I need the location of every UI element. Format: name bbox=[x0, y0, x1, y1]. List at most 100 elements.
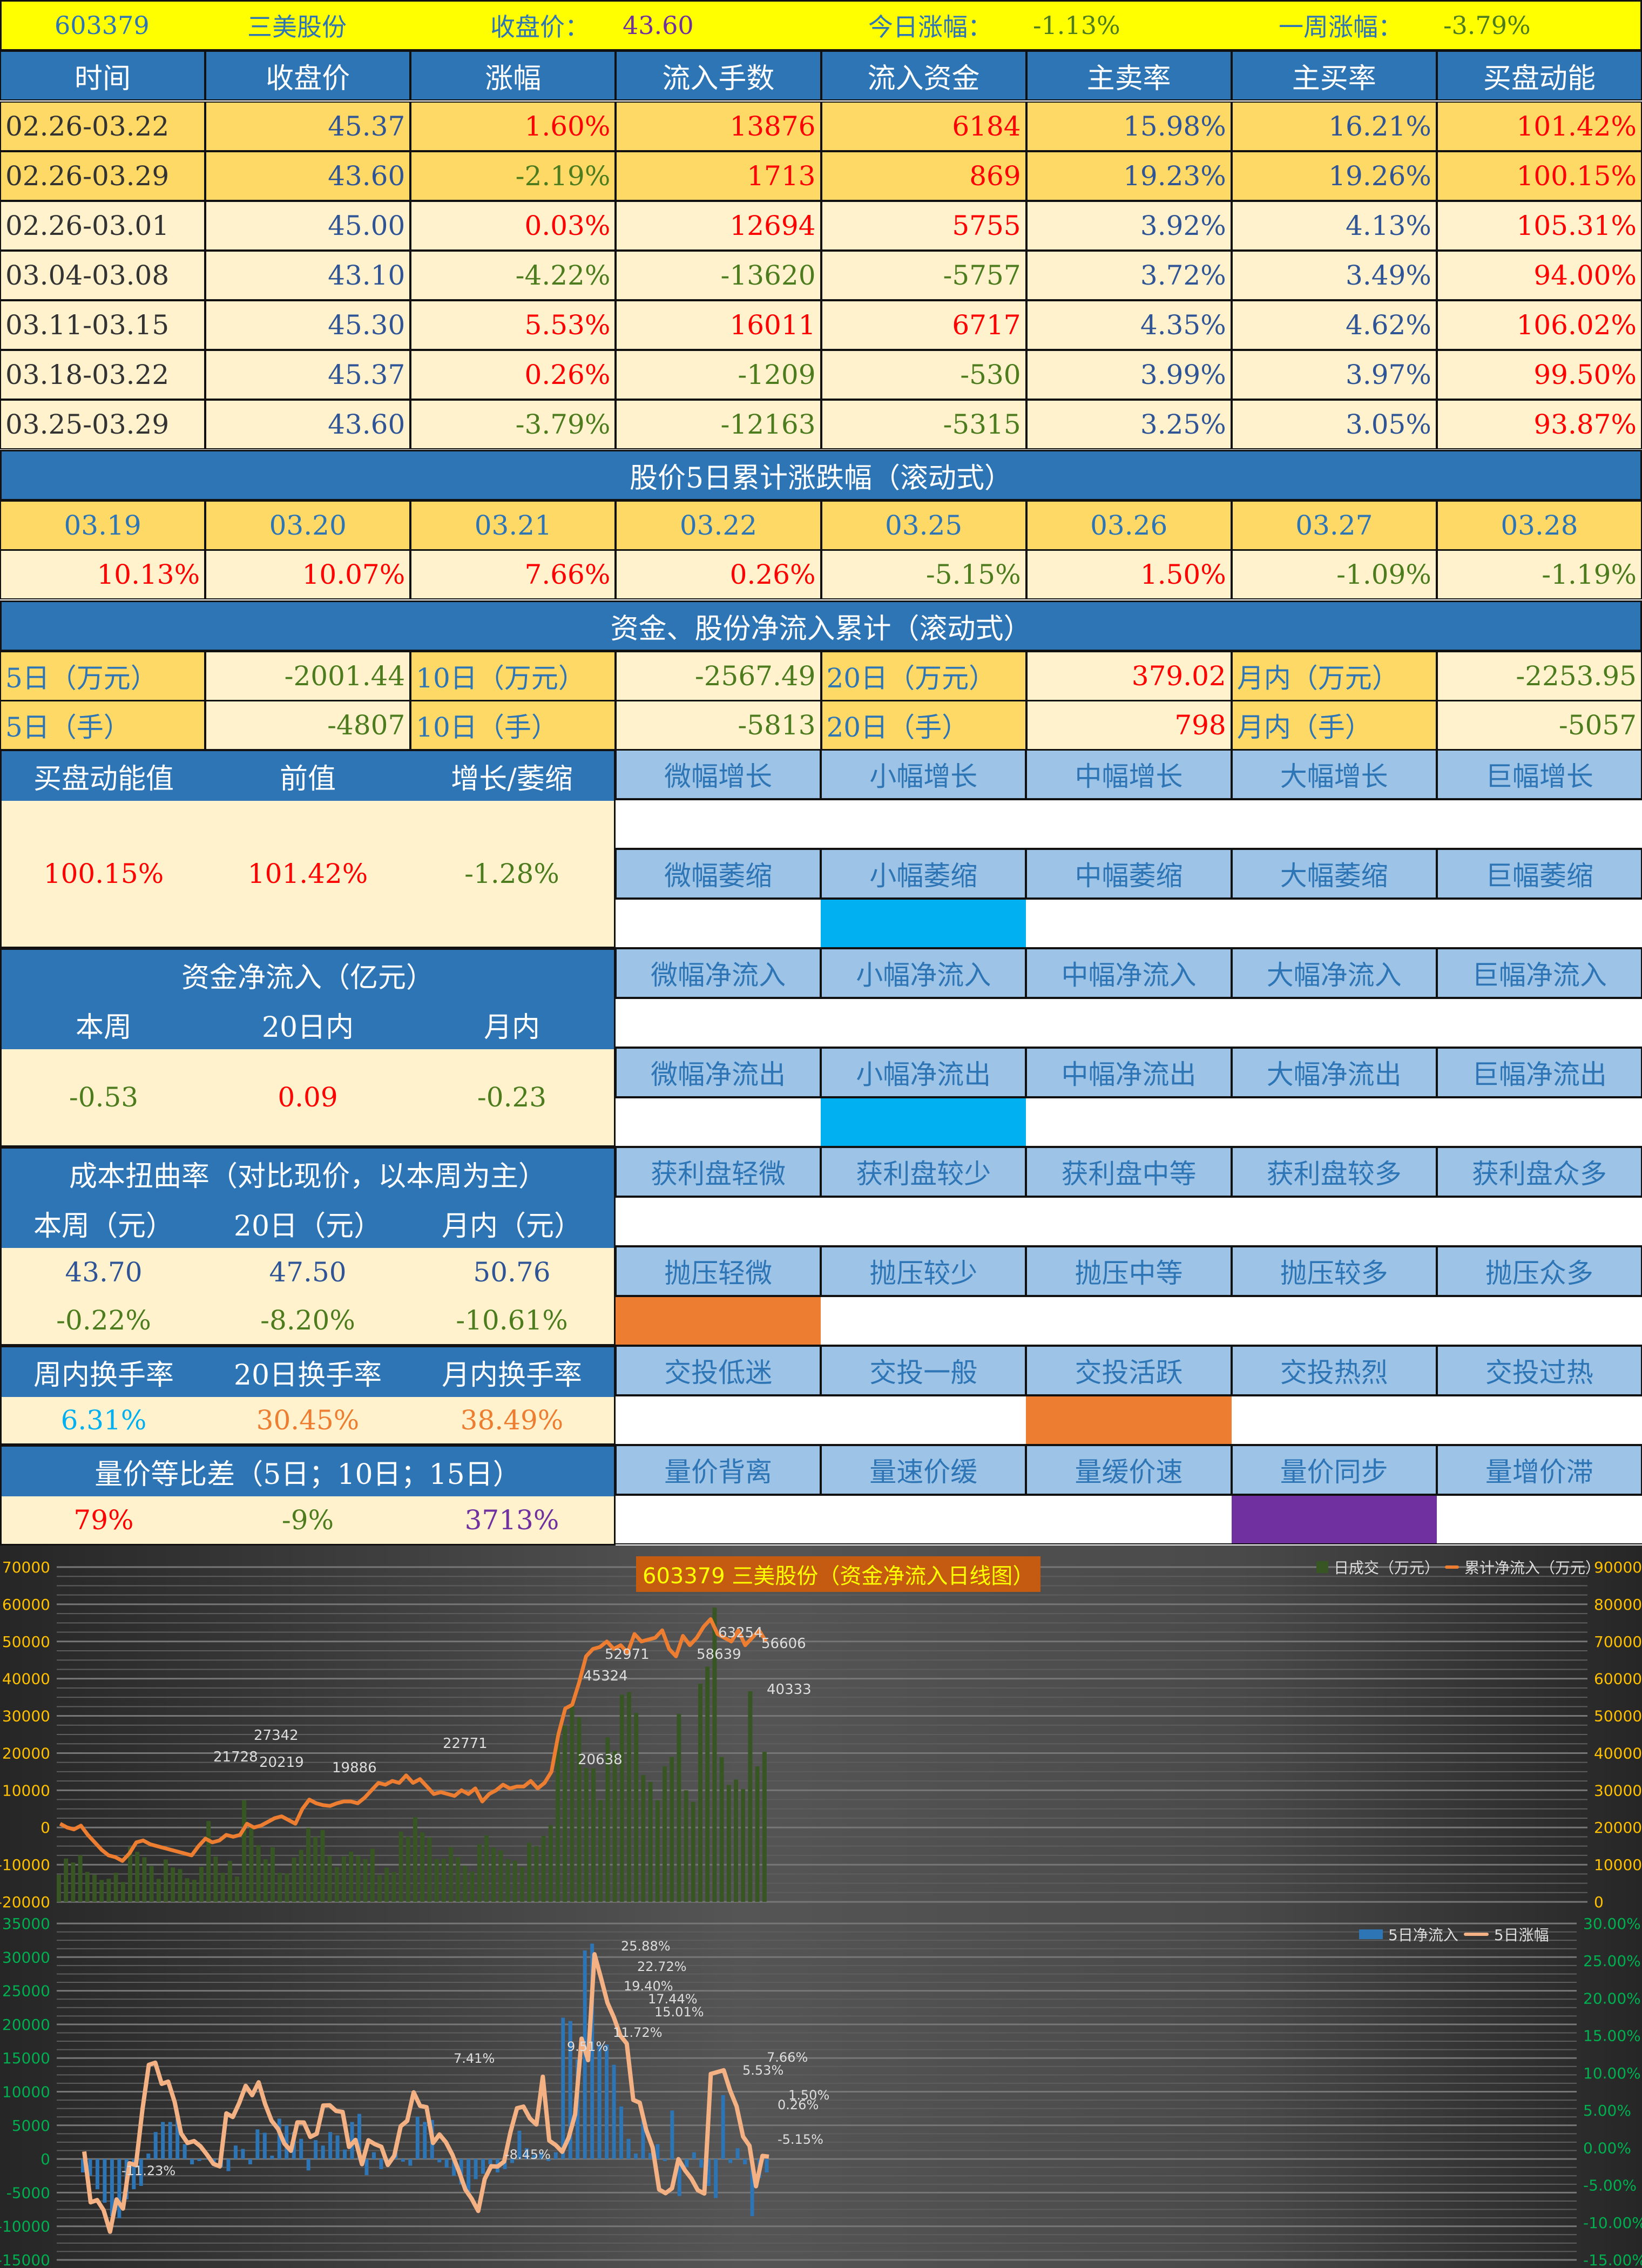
col-momentum: 买盘动能 bbox=[1436, 51, 1642, 100]
indicator-slot bbox=[616, 1395, 821, 1445]
svg-text:60000: 60000 bbox=[1594, 1670, 1642, 1688]
cell-close: 43.60 bbox=[205, 151, 411, 201]
svg-text:15.00%: 15.00% bbox=[1583, 2027, 1641, 2045]
svg-text:19.40%: 19.40% bbox=[624, 1979, 673, 1994]
stock-header-bar: 603379 三美股份 收盘价： 43.60 今日涨幅： -1.13% 一周涨幅… bbox=[0, 0, 1642, 51]
week-change-value: -3.79% bbox=[1443, 11, 1531, 40]
col-sell-rate: 主卖率 bbox=[1026, 51, 1232, 100]
indicator-label: 微幅增长 bbox=[616, 750, 821, 799]
cumulative-label: 10日（手） bbox=[410, 700, 616, 750]
indicator-slot bbox=[1436, 998, 1642, 1048]
indicator-label: 微幅萎缩 bbox=[616, 849, 821, 899]
indicator-label: 量速价缓 bbox=[821, 1445, 1026, 1495]
svg-text:25000: 25000 bbox=[2, 1982, 50, 2000]
indicator-label: 抛压中等 bbox=[1026, 1246, 1232, 1296]
svg-text:7.41%: 7.41% bbox=[454, 2051, 495, 2066]
svg-text:7.66%: 7.66% bbox=[767, 2050, 808, 2065]
svg-text:10000: 10000 bbox=[2, 2083, 50, 2101]
turnover-week-value: 6.31% bbox=[60, 1405, 147, 1436]
cost-20d-header: 20日（元） bbox=[233, 1210, 382, 1243]
indicator-slot bbox=[821, 1395, 1026, 1445]
legend-volume: 日成交（万元） bbox=[1334, 1559, 1440, 1577]
svg-text:30.00%: 30.00% bbox=[1583, 1917, 1641, 1933]
svg-text:70000: 70000 bbox=[1594, 1633, 1642, 1651]
volprice-title: 量价等比差（5日；10日；15日） bbox=[2, 1447, 614, 1496]
cell-buy: 3.49% bbox=[1231, 251, 1437, 300]
cell-funds: 6717 bbox=[821, 300, 1026, 350]
today-change-label: 今日涨幅： bbox=[868, 12, 992, 42]
cell-funds: 5755 bbox=[821, 201, 1026, 251]
cumulative-label: 5日（手） bbox=[0, 700, 206, 750]
volprice-10d: -9% bbox=[281, 1504, 334, 1536]
cell-funds: 869 bbox=[821, 151, 1026, 201]
indicator-label: 交投一般 bbox=[821, 1346, 1026, 1395]
growth-value: -1.28% bbox=[464, 858, 559, 889]
cell-close: 45.37 bbox=[205, 102, 411, 151]
svg-text:27342: 27342 bbox=[254, 1727, 299, 1744]
legend-cumulative: 累计净流入（万元） bbox=[1464, 1559, 1601, 1577]
table-row: 02.26-03.29 43.60 -2.19% 1713 869 19.23% 19.26… bbox=[0, 151, 1642, 201]
turnover-week-header: 周内换手率 bbox=[33, 1359, 174, 1392]
rolling5-value: 0.26% bbox=[616, 550, 821, 599]
svg-text:20000: 20000 bbox=[2, 1744, 50, 1762]
svg-text:22771: 22771 bbox=[443, 1736, 488, 1752]
today-change-value: -1.13% bbox=[1033, 11, 1120, 40]
cumulative-row-funds: 5日（万元） -2001.44 10日（万元） -2567.49 20日（万元） 379.… bbox=[0, 651, 1642, 701]
table-row: 03.25-03.29 43.60 -3.79% -12163 -5315 3.25% 3.… bbox=[0, 400, 1642, 449]
svg-text:-10000: -10000 bbox=[0, 2218, 50, 2236]
table-row: 03.04-03.08 43.10 -4.22% -13620 -5757 3.72% 3.… bbox=[0, 251, 1642, 300]
cost-month-rate: -10.61% bbox=[456, 1305, 568, 1336]
indicator-label: 中幅增长 bbox=[1026, 750, 1232, 799]
svg-text:63254: 63254 bbox=[718, 1625, 763, 1641]
cost-month-value: 50.76 bbox=[473, 1257, 551, 1288]
five-day-flow-chart: 35000 30000 25000 20000 15000 10000 5000 0 -5000… bbox=[0, 1917, 1642, 2268]
cell-lots: 13876 bbox=[616, 102, 821, 151]
indicator-label: 量缓价速 bbox=[1026, 1445, 1232, 1495]
svg-text:-5000: -5000 bbox=[6, 2184, 50, 2202]
indicator-label: 抛压较少 bbox=[821, 1246, 1026, 1296]
indicator-slot bbox=[1231, 1097, 1437, 1147]
indicator-label: 小幅增长 bbox=[821, 750, 1026, 799]
indicator-label: 中幅净流入 bbox=[1026, 948, 1232, 998]
rolling5-date: 03.26 bbox=[1026, 501, 1232, 550]
svg-text:0: 0 bbox=[40, 1819, 50, 1837]
cell-momentum: 105.31% bbox=[1436, 201, 1642, 251]
table-row: 03.18-03.22 45.37 0.26% -1209 -530 3.99% 3.97%… bbox=[0, 350, 1642, 400]
cell-time: 03.11-03.15 bbox=[0, 300, 206, 350]
cost-20d-value: 47.50 bbox=[269, 1257, 347, 1288]
svg-text:5000: 5000 bbox=[12, 2117, 50, 2135]
rolling5-value: 10.07% bbox=[205, 550, 411, 599]
cumulative-label: 月内（手） bbox=[1231, 700, 1437, 750]
indicator-label: 大幅净流出 bbox=[1231, 1048, 1437, 1097]
svg-text:-11.23%: -11.23% bbox=[121, 2163, 175, 2178]
cell-time: 02.26-03.01 bbox=[0, 201, 206, 251]
svg-text:20000: 20000 bbox=[2, 2016, 50, 2034]
chart1-title: 603379 三美股份（资金净流入日线图） bbox=[636, 1556, 1041, 1592]
indicator-slot bbox=[1436, 799, 1642, 849]
indicator-label: 巨幅萎缩 bbox=[1436, 849, 1642, 899]
cell-funds: -5757 bbox=[821, 251, 1026, 300]
cumulative-value: -2001.44 bbox=[205, 651, 411, 701]
svg-text:-20000: -20000 bbox=[0, 1893, 50, 1911]
svg-text:5.53%: 5.53% bbox=[742, 2063, 783, 2078]
cell-change: 5.53% bbox=[410, 300, 616, 350]
svg-text:-5.15%: -5.15% bbox=[778, 2132, 823, 2147]
cell-close: 43.10 bbox=[205, 251, 411, 300]
cumulative-title: 资金、股份净流入累计（滚动式） bbox=[0, 600, 1642, 651]
growth-header: 增长/萎缩 bbox=[451, 762, 573, 795]
rolling5-value: 7.66% bbox=[410, 550, 616, 599]
cumulative-value: -5057 bbox=[1436, 700, 1642, 750]
svg-text:30000: 30000 bbox=[1594, 1781, 1642, 1799]
volprice-15d: 3713% bbox=[464, 1504, 559, 1536]
indicator-slot bbox=[1026, 998, 1232, 1048]
indicator-slot bbox=[1436, 1395, 1642, 1445]
indicator-active-marker bbox=[821, 1097, 1026, 1147]
capital-flow-chart-plot: 70000 60000 50000 40000 30000 20000 10000 0 -100… bbox=[0, 1558, 1642, 1911]
svg-text:70000: 70000 bbox=[2, 1558, 50, 1576]
rolling5-date: 03.25 bbox=[821, 501, 1026, 550]
cell-momentum: 100.15% bbox=[1436, 151, 1642, 201]
col-time: 时间 bbox=[0, 51, 206, 100]
cost-panel: 成本扭曲率（对比现价，以本周为主） 本周（元） 20日（元） 月内（元） 43.… bbox=[0, 1147, 616, 1346]
svg-text:1.50%: 1.50% bbox=[788, 2088, 829, 2103]
netflow-week-value: -0.53 bbox=[69, 1082, 139, 1113]
